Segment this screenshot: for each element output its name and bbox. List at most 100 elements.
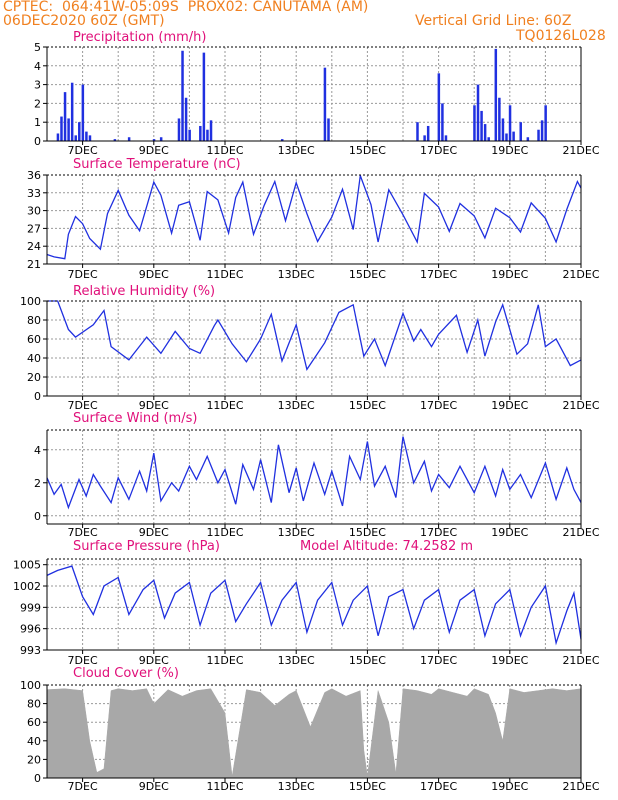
precip-bar bbox=[501, 118, 505, 141]
y-tick-label: 1005 bbox=[13, 559, 41, 572]
x-tick-label: 19DEC bbox=[491, 780, 528, 793]
x-tick-label: 7DEC bbox=[68, 780, 98, 793]
precip-bar bbox=[487, 137, 490, 141]
y-tick-label: 33 bbox=[27, 187, 41, 200]
x-tick-label: 7DEC bbox=[68, 268, 98, 281]
precip-bar bbox=[476, 84, 480, 141]
precip-bar bbox=[437, 73, 441, 141]
precip-bar bbox=[505, 133, 508, 141]
x-tick-label: 11DEC bbox=[206, 780, 243, 793]
x-tick-label: 9DEC bbox=[139, 654, 169, 667]
x-tick-label: 7DEC bbox=[68, 399, 98, 412]
series-line bbox=[46, 565, 582, 646]
precip-bar bbox=[426, 125, 430, 141]
precip-bar bbox=[512, 131, 515, 141]
y-tick-label: 80 bbox=[27, 314, 41, 327]
precip-bar bbox=[441, 103, 444, 141]
precip-bar bbox=[537, 129, 540, 141]
precip-bar bbox=[159, 137, 163, 141]
precip-bar bbox=[78, 122, 81, 141]
x-tick-label: 21DEC bbox=[562, 399, 599, 412]
y-tick-label: 40 bbox=[27, 735, 41, 748]
precip-bar bbox=[483, 124, 487, 141]
x-tick-label: 13DEC bbox=[278, 654, 315, 667]
y-tick-label: 996 bbox=[20, 623, 41, 636]
precip-bar bbox=[519, 122, 522, 141]
series-line bbox=[46, 175, 582, 260]
x-tick-label: 15DEC bbox=[349, 654, 386, 667]
precip-bar bbox=[199, 125, 202, 141]
precip-bar bbox=[323, 67, 327, 141]
x-tick-label: 7DEC bbox=[68, 526, 98, 539]
y-tick-label: 0 bbox=[34, 390, 41, 403]
y-tick-label: 100 bbox=[20, 679, 41, 692]
y-tick-label: 1002 bbox=[13, 580, 41, 593]
precip-bar bbox=[473, 105, 476, 141]
y-tick-label: 2 bbox=[34, 477, 41, 490]
x-tick-label: 15DEC bbox=[349, 399, 386, 412]
y-tick-label: 2 bbox=[34, 97, 41, 110]
x-tick-label: 9DEC bbox=[139, 144, 169, 157]
x-tick-label: 17DEC bbox=[420, 399, 457, 412]
precip-bar bbox=[327, 118, 330, 141]
panel-title: Surface Wind (m/s) bbox=[73, 411, 197, 426]
x-tick-label: 21DEC bbox=[562, 268, 599, 281]
y-tick-label: 0 bbox=[34, 510, 41, 523]
header-code: TQ0126L028 bbox=[516, 28, 606, 44]
x-tick-label: 11DEC bbox=[206, 526, 243, 539]
precip-bar bbox=[70, 82, 74, 141]
x-tick-label: 13DEC bbox=[278, 268, 315, 281]
x-tick-label: 15DEC bbox=[349, 144, 386, 157]
precip-bar bbox=[60, 116, 63, 141]
y-tick-label: 27 bbox=[27, 222, 41, 235]
y-tick-label: 80 bbox=[27, 698, 41, 711]
y-tick-label: 4 bbox=[34, 444, 41, 457]
x-tick-label: 13DEC bbox=[278, 780, 315, 793]
precip-bar bbox=[494, 48, 498, 141]
x-tick-label: 17DEC bbox=[420, 268, 457, 281]
x-tick-label: 17DEC bbox=[420, 526, 457, 539]
x-tick-label: 13DEC bbox=[278, 144, 315, 157]
precip-bar bbox=[508, 105, 512, 141]
y-tick-label: 4 bbox=[34, 60, 41, 73]
panel-title: Surface Temperature (nC) bbox=[73, 157, 241, 172]
precip-bar bbox=[177, 118, 181, 141]
panel-title: Cloud Cover (%) bbox=[73, 666, 179, 681]
x-tick-label: 9DEC bbox=[139, 399, 169, 412]
x-tick-label: 19DEC bbox=[491, 654, 528, 667]
precip-bar bbox=[63, 92, 67, 141]
x-tick-label: 17DEC bbox=[420, 144, 457, 157]
y-tick-label: 20 bbox=[27, 753, 41, 766]
precip-bar bbox=[416, 122, 419, 141]
header-station: CPTEC: 064:41W-05:09S PROX02: CANUTAMA (… bbox=[3, 0, 369, 15]
series-line bbox=[46, 436, 582, 510]
panel-title: Precipitation (mm/h) bbox=[73, 30, 206, 45]
precip-bar bbox=[498, 97, 501, 141]
precip-bar bbox=[81, 84, 85, 141]
y-tick-label: 0 bbox=[34, 772, 41, 785]
x-tick-label: 11DEC bbox=[206, 268, 243, 281]
x-tick-label: 11DEC bbox=[206, 144, 243, 157]
x-tick-label: 21DEC bbox=[562, 780, 599, 793]
precip-bar bbox=[526, 137, 530, 141]
precip-bar bbox=[540, 120, 544, 141]
x-tick-label: 19DEC bbox=[491, 144, 528, 157]
precip-bar bbox=[423, 135, 426, 141]
x-tick-label: 9DEC bbox=[139, 526, 169, 539]
x-tick-label: 9DEC bbox=[139, 780, 169, 793]
precip-bar bbox=[184, 97, 188, 141]
x-tick-label: 19DEC bbox=[491, 399, 528, 412]
header-grid-note: Vertical Grid Line: 60Z bbox=[415, 13, 572, 29]
x-tick-label: 9DEC bbox=[139, 268, 169, 281]
x-tick-label: 15DEC bbox=[349, 526, 386, 539]
y-tick-label: 0 bbox=[34, 135, 41, 148]
model-altitude-annotation: Model Altitude: 74.2582 m bbox=[300, 539, 473, 554]
x-tick-label: 15DEC bbox=[349, 780, 386, 793]
y-tick-label: 30 bbox=[27, 205, 41, 218]
x-tick-label: 21DEC bbox=[562, 654, 599, 667]
precip-bar bbox=[202, 52, 206, 141]
x-tick-label: 7DEC bbox=[68, 144, 98, 157]
y-tick-label: 60 bbox=[27, 333, 41, 346]
precip-bar bbox=[113, 139, 117, 141]
